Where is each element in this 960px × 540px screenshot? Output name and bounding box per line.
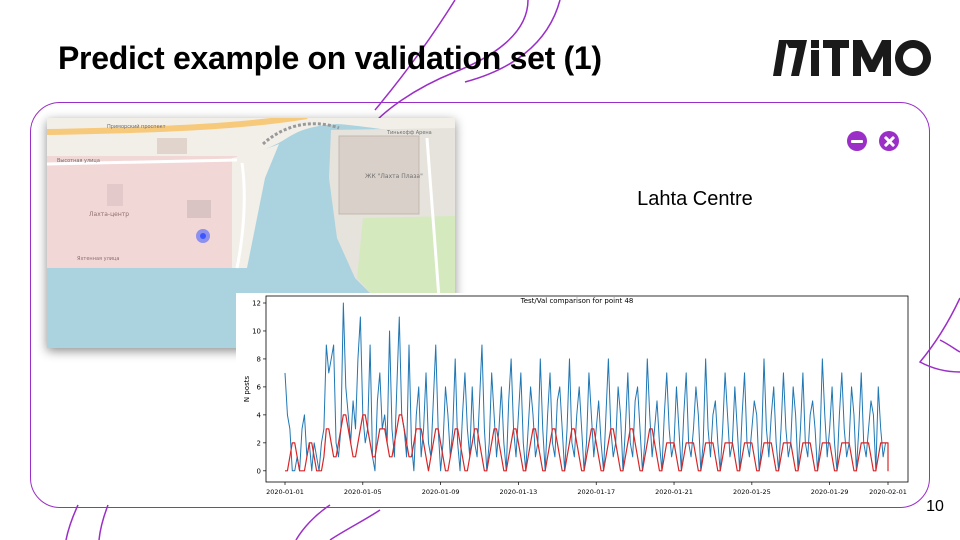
map-label: Лахта-центр bbox=[89, 211, 129, 218]
x-tick-label: 2020-01-13 bbox=[500, 488, 538, 496]
x-tick-label: 2020-02-01 bbox=[869, 488, 907, 496]
map-road bbox=[425, 137, 441, 299]
map-label: Приморский проспект bbox=[107, 123, 166, 130]
y-tick-label: 6 bbox=[257, 383, 262, 391]
map-road bbox=[235, 162, 246, 269]
close-circle-icon[interactable] bbox=[879, 131, 899, 151]
deco-curve bbox=[65, 504, 79, 540]
itmo-logo bbox=[773, 40, 931, 76]
map-marker-core bbox=[200, 233, 206, 239]
y-tick-label: 8 bbox=[257, 355, 261, 363]
y-tick-label: 4 bbox=[257, 411, 262, 419]
map-building bbox=[157, 138, 187, 154]
chart-title: Test/Val comparison for point 48 bbox=[520, 297, 634, 305]
y-tick-label: 12 bbox=[252, 299, 261, 307]
deco-curve bbox=[359, 0, 529, 141]
y-tick-label: 0 bbox=[257, 467, 261, 475]
x-tick-label: 2020-01-09 bbox=[422, 488, 460, 496]
map-building bbox=[187, 200, 211, 218]
x-tick-label: 2020-01-25 bbox=[733, 488, 771, 496]
x-tick-label: 2020-01-05 bbox=[344, 488, 382, 496]
map-green-area bbox=[357, 216, 455, 300]
x-tick-label: 2020-01-17 bbox=[577, 488, 615, 496]
series-line-predicted bbox=[285, 414, 889, 472]
deco-curve bbox=[464, 0, 561, 83]
slide-title: Predict example on validation set (1) bbox=[58, 40, 602, 76]
deco-curve bbox=[295, 504, 331, 540]
deco-curve bbox=[939, 339, 960, 353]
plot-frame bbox=[265, 295, 909, 483]
map-arena-block bbox=[338, 135, 420, 215]
page-number: 10 bbox=[926, 498, 944, 515]
x-tick-label: 2020-01-01 bbox=[266, 488, 304, 496]
map-road bbox=[47, 158, 238, 166]
content-frame bbox=[30, 102, 930, 508]
deco-curve bbox=[329, 509, 381, 540]
x-tick-label: 2020-01-21 bbox=[655, 488, 693, 496]
chart-panel: Test/Val comparison for point 48 N posts… bbox=[236, 293, 918, 498]
deco-curve bbox=[374, 0, 456, 111]
map-label: Тинькофф Арена bbox=[386, 130, 432, 136]
x-tick-label: 2020-01-29 bbox=[811, 488, 849, 496]
map-road bbox=[47, 118, 308, 135]
map-building bbox=[107, 184, 123, 206]
map-label: Яхтенная улица bbox=[77, 256, 120, 262]
line-chart: Test/Val comparison for point 48 N posts… bbox=[243, 295, 909, 496]
map-label: ЖК "Лахта Плаза" bbox=[365, 173, 423, 180]
map-zone-lakhta bbox=[47, 156, 242, 268]
deco-curve bbox=[918, 297, 960, 373]
map-label: Высотная улица bbox=[57, 158, 100, 164]
y-tick-label: 2 bbox=[257, 439, 261, 447]
minus-circle-icon[interactable] bbox=[847, 131, 867, 151]
series-line-actual bbox=[284, 302, 887, 472]
y-axis-label: N posts bbox=[243, 376, 251, 403]
deco-curve bbox=[98, 504, 109, 540]
y-tick-label: 10 bbox=[252, 327, 261, 335]
place-label: Lahta Centre bbox=[637, 188, 753, 210]
